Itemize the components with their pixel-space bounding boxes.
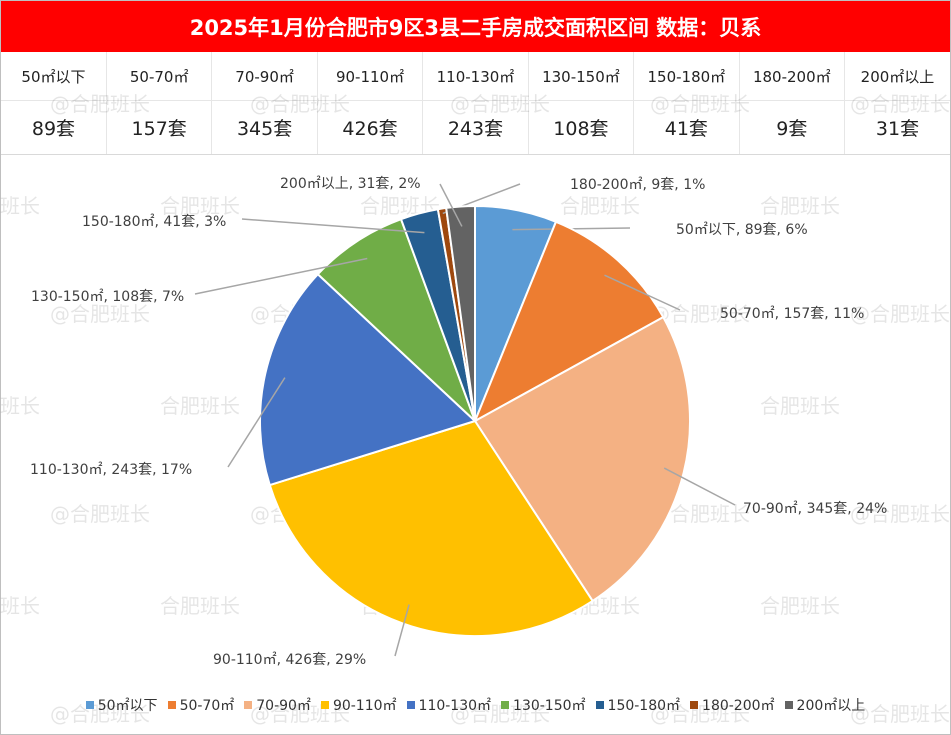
legend-item: 130-150㎡ <box>501 695 586 715</box>
summary-value-cell: 345套 <box>211 100 318 154</box>
pie-slice <box>259 272 477 487</box>
slice-data-label: 50-70㎡, 157套, 11% <box>720 306 864 322</box>
legend-label: 130-150㎡ <box>513 698 586 714</box>
legend-label: 90-110㎡ <box>332 698 397 714</box>
legend-label: 150-180㎡ <box>607 698 681 714</box>
slice-data-label: 110-130㎡, 243套, 17% <box>30 462 192 478</box>
legend-swatch <box>406 701 415 709</box>
summary-header-cell: 200㎡以上 <box>844 52 950 102</box>
pie-slice <box>268 419 595 637</box>
chart-legend: 50㎡以下 50-70㎡ 70-90㎡ 90-110㎡ 110-130㎡ 130-150㎡… <box>0 690 951 720</box>
slice-data-label: 130-150㎡, 108套, 7% <box>31 289 184 305</box>
summary-value-row: 89套 157套 345套 426套 243套 108套 41套 9套 31套 <box>1 100 950 154</box>
slice-data-label: 150-180㎡, 41套, 3% <box>82 214 226 230</box>
legend-label: 180-200㎡ <box>702 698 775 714</box>
pie-slice <box>473 220 665 424</box>
legend-label: 110-130㎡ <box>418 698 492 714</box>
legend-item: 90-110㎡ <box>320 695 397 715</box>
legend-swatch <box>690 701 699 709</box>
summary-value-cell: 426套 <box>317 100 424 154</box>
legend-item: 50-70㎡ <box>167 695 235 715</box>
pie-slice <box>473 315 691 603</box>
legend-swatch <box>320 701 329 709</box>
leader-line <box>604 274 681 311</box>
summary-value-cell: 41套 <box>633 100 740 154</box>
legend-swatch <box>784 701 793 709</box>
leader-line <box>394 604 410 657</box>
summary-header-cell: 130-150㎡ <box>528 52 635 102</box>
summary-value-cell: 108套 <box>528 100 635 154</box>
slice-data-label: 90-110㎡, 426套, 29% <box>213 652 366 668</box>
legend-label: 70-90㎡ <box>256 698 311 714</box>
legend-item: 150-180㎡ <box>595 695 681 715</box>
slice-data-label: 70-90㎡, 345套, 24% <box>743 501 887 517</box>
legend-item: 70-90㎡ <box>244 695 311 715</box>
summary-value-cell: 243套 <box>422 100 529 154</box>
summary-table: 50㎡以下 50-70㎡ 70-90㎡ 90-110㎡ 110-130㎡ 130… <box>1 52 950 154</box>
summary-header-cell: 70-90㎡ <box>211 52 318 102</box>
summary-header-row: 50㎡以下 50-70㎡ 70-90㎡ 90-110㎡ 110-130㎡ 130… <box>1 52 950 102</box>
chart-title: 2025年1月份合肥市9区3县二手房成交面积区间 数据：贝系 <box>1 1 950 52</box>
legend-label: 200㎡以上 <box>796 698 866 714</box>
summary-value-cell: 31套 <box>875 118 920 141</box>
leader-line <box>241 218 425 234</box>
legend-item: 180-200㎡ <box>690 695 775 715</box>
legend-item: 200㎡以上 <box>784 695 866 715</box>
table-divider <box>1 154 950 155</box>
pie-slice <box>316 217 476 422</box>
summary-value-cell: 157套 <box>106 100 213 154</box>
legend-item: 110-130㎡ <box>406 695 492 715</box>
summary-header-cell: 180-200㎡ <box>739 52 846 102</box>
slice-data-label: 200㎡以上, 31套, 2% <box>280 176 421 192</box>
leader-line <box>663 467 736 506</box>
summary-header-cell: 50-70㎡ <box>106 52 213 102</box>
legend-label: 50-70㎡ <box>179 698 235 714</box>
slice-data-label: 180-200㎡, 9套, 1% <box>570 177 705 193</box>
legend-swatch <box>595 701 604 709</box>
legend-swatch <box>501 701 510 709</box>
leader-line <box>439 183 463 227</box>
pie-slice <box>445 204 476 422</box>
summary-value-cell: 89套 <box>1 100 107 154</box>
summary-header-cell: 110-130㎡ <box>422 52 529 102</box>
summary-header-cell: 50㎡以下 <box>1 52 107 102</box>
legend-swatch <box>244 701 253 709</box>
legend-swatch <box>85 701 94 709</box>
slice-data-label: 50㎡以下, 89套, 6% <box>676 222 808 238</box>
summary-header-cell: 90-110㎡ <box>317 52 424 102</box>
legend-label: 50㎡以下 <box>97 698 158 714</box>
leader-line <box>194 257 368 295</box>
summary-value-cell: 9套 <box>739 100 846 154</box>
legend-item: 50㎡以下 <box>85 695 158 715</box>
legend-swatch <box>167 701 176 709</box>
leader-line <box>227 377 286 468</box>
summary-header-cell: 150-180㎡ <box>633 52 740 102</box>
